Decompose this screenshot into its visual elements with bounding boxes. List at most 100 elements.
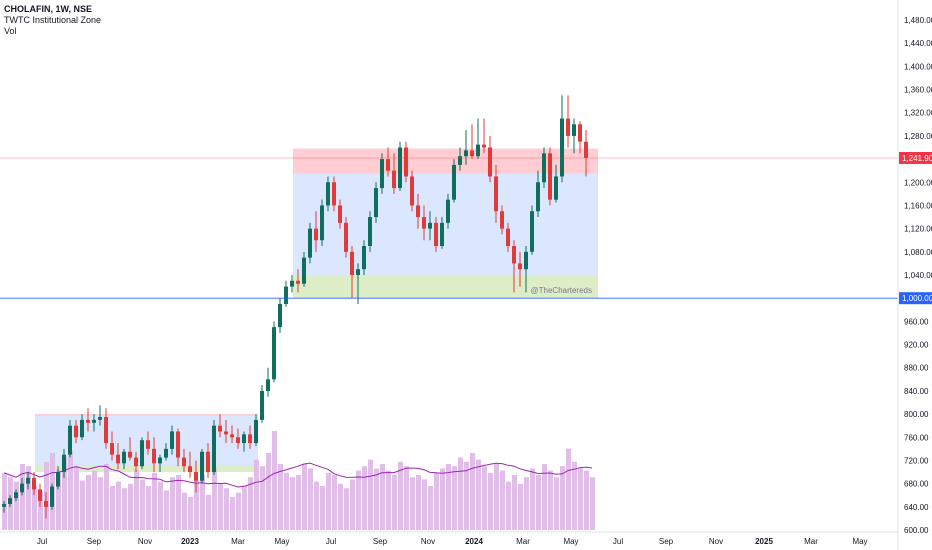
candle	[74, 419, 78, 444]
candle-body	[278, 303, 282, 328]
volume-bar	[308, 468, 313, 530]
volume-bar	[434, 472, 439, 530]
volume-bar	[224, 488, 229, 530]
candle-body	[266, 379, 270, 391]
volume-bar	[470, 453, 475, 530]
volume-bar	[404, 466, 409, 530]
volume-bar	[20, 464, 25, 530]
candle	[122, 448, 126, 470]
candle-body	[86, 419, 90, 423]
candle-body	[326, 182, 330, 206]
volume-bar	[368, 459, 373, 530]
current-price-tag-bg	[899, 151, 932, 164]
candle	[416, 193, 420, 229]
volume-bar	[584, 470, 589, 530]
time-axis[interactable]: Jul Sep Nov 2023 Mar May Jul Sep Nov 2024 Mar May Ju…	[0, 531, 898, 546]
volume-bar	[284, 472, 289, 530]
candle-body	[578, 124, 582, 142]
candle	[254, 414, 258, 446]
candle	[482, 118, 486, 154]
price-axis[interactable]: 1,480.00 1,440.00 1,400.00 1,360.00 1,320.00…	[897, 0, 932, 550]
candle-body	[380, 159, 384, 189]
volume-bar	[320, 486, 325, 530]
price-levels	[0, 157, 898, 299]
candle	[344, 217, 348, 258]
candle-body	[344, 222, 348, 252]
candle	[308, 222, 312, 264]
volume-bar	[38, 491, 43, 530]
candle	[188, 451, 192, 478]
candle-body	[458, 156, 462, 165]
volume-bar	[104, 464, 109, 530]
candle	[194, 460, 198, 493]
time-tick-label: May	[274, 537, 289, 546]
candle	[44, 492, 48, 519]
candle	[182, 448, 186, 473]
current-price-tag: 1,241.90	[899, 151, 932, 164]
volume-bar	[26, 466, 31, 530]
candle-body	[182, 457, 186, 467]
candle	[584, 130, 588, 177]
volume-ma	[3, 462, 593, 488]
candle	[260, 385, 264, 423]
candle	[8, 495, 12, 507]
candle	[476, 118, 480, 160]
candle-body	[152, 448, 156, 464]
volume-bar	[290, 477, 295, 530]
candle	[554, 164, 558, 203]
volume-label[interactable]: Vol	[4, 26, 17, 36]
candle-body	[38, 489, 42, 502]
time-tick-label: Mar	[516, 537, 530, 546]
candle-body	[92, 419, 96, 423]
candle	[452, 159, 456, 203]
candle-body	[104, 416, 108, 444]
level-price-tag: 1,000.00	[899, 292, 932, 305]
current-price-tag-text: 1,241.90	[902, 154, 932, 163]
candle-body	[584, 141, 588, 158]
candle	[470, 124, 474, 160]
candle-body	[80, 419, 84, 438]
candle-body	[272, 327, 276, 380]
candle-body	[248, 434, 252, 444]
candle-body	[566, 118, 570, 136]
candle	[500, 205, 504, 235]
candle	[464, 130, 468, 165]
candle	[200, 448, 204, 484]
volume-bar	[506, 481, 511, 530]
candle	[320, 199, 324, 247]
volume-bar	[218, 483, 223, 530]
volume-bar	[266, 453, 271, 530]
volume-bar	[326, 472, 331, 530]
candle	[446, 193, 450, 229]
volume-ma-line	[3, 462, 593, 488]
candle	[458, 147, 462, 171]
symbol-title[interactable]: CHOLAFIN, 1W, NSE	[4, 4, 93, 14]
volume-bar	[410, 477, 415, 530]
price-tick-label: 1,360.00	[904, 86, 932, 95]
candle	[20, 477, 24, 496]
candle	[386, 147, 390, 177]
candle	[62, 448, 66, 478]
candle-body	[254, 419, 258, 444]
volume-bar	[458, 457, 463, 530]
indicator-label[interactable]: TWTC Institutional Zone	[4, 15, 102, 25]
volume-bar	[362, 466, 367, 530]
candle	[50, 483, 54, 510]
candle	[410, 170, 414, 212]
volume-bar	[386, 470, 391, 530]
candle	[80, 414, 84, 441]
candle-body	[62, 454, 66, 473]
price-tick-label: 840.00	[904, 387, 929, 396]
candle	[92, 414, 96, 432]
candle-body	[332, 182, 336, 206]
volume-bar	[296, 475, 301, 530]
candle	[494, 164, 498, 223]
candle-body	[518, 263, 522, 270]
volume-bar	[314, 481, 319, 530]
candle-body	[422, 217, 426, 229]
candle-body	[164, 448, 168, 458]
candle-body	[242, 434, 246, 444]
candle-body	[506, 228, 510, 247]
candle-body	[140, 440, 144, 467]
